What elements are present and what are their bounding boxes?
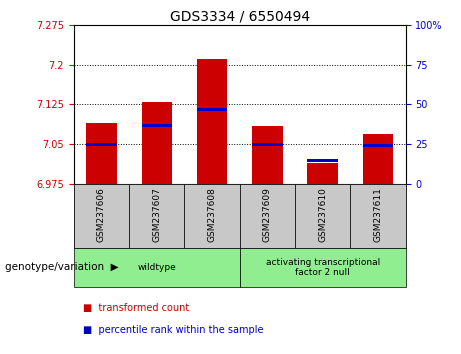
Bar bbox=[197, 108, 227, 111]
Text: GSM237611: GSM237611 bbox=[373, 187, 383, 242]
Bar bbox=[350, 184, 406, 248]
Title: GDS3334 / 6550494: GDS3334 / 6550494 bbox=[170, 10, 310, 24]
Bar bbox=[74, 184, 129, 248]
Text: ■  transformed count: ■ transformed count bbox=[83, 303, 189, 313]
Text: GSM237607: GSM237607 bbox=[152, 187, 161, 242]
Bar bbox=[307, 159, 338, 162]
Bar bbox=[74, 248, 240, 287]
Text: ■  percentile rank within the sample: ■ percentile rank within the sample bbox=[83, 325, 264, 335]
Bar bbox=[86, 123, 117, 184]
Bar bbox=[240, 184, 295, 248]
Bar bbox=[184, 184, 240, 248]
Bar bbox=[240, 248, 406, 287]
Text: GSM237606: GSM237606 bbox=[97, 187, 106, 242]
Bar bbox=[197, 59, 227, 184]
Bar bbox=[252, 143, 283, 146]
Bar bbox=[86, 143, 117, 146]
Bar bbox=[142, 102, 172, 184]
Text: wildtype: wildtype bbox=[137, 263, 176, 272]
Text: GSM237609: GSM237609 bbox=[263, 187, 272, 242]
Bar bbox=[129, 184, 184, 248]
Bar bbox=[363, 144, 393, 147]
Bar bbox=[252, 126, 283, 184]
Text: GSM237608: GSM237608 bbox=[207, 187, 217, 242]
Text: GSM237610: GSM237610 bbox=[318, 187, 327, 242]
Text: genotype/variation  ▶: genotype/variation ▶ bbox=[5, 262, 118, 272]
Bar bbox=[363, 133, 393, 184]
Bar bbox=[307, 163, 338, 184]
Bar bbox=[142, 124, 172, 127]
Bar bbox=[295, 184, 350, 248]
Text: activating transcriptional
factor 2 null: activating transcriptional factor 2 null bbox=[266, 258, 380, 277]
